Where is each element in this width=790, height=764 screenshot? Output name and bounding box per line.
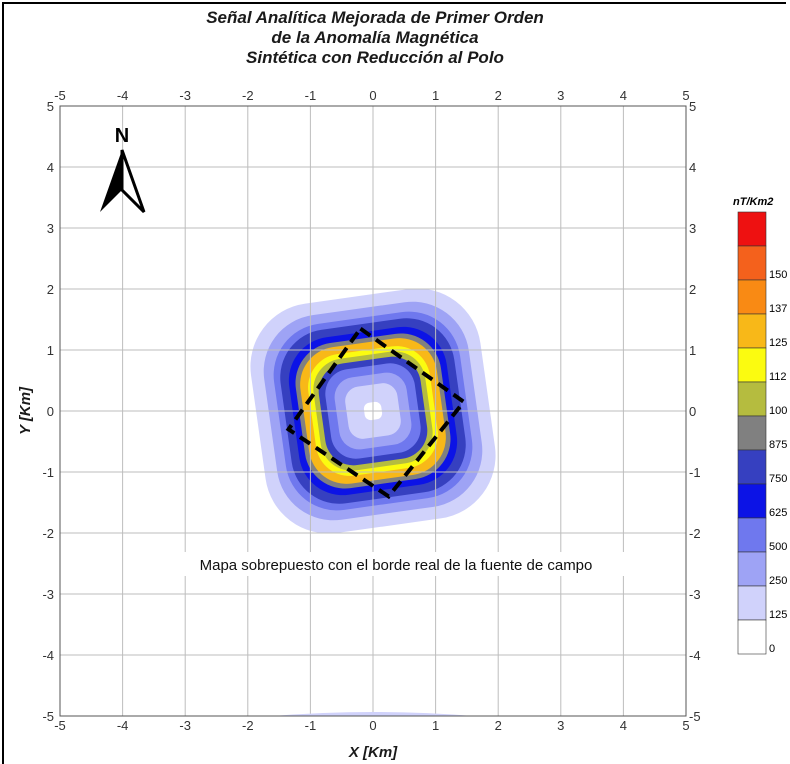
colorbar-label: 100	[769, 405, 787, 417]
colorbar-swatch	[737, 381, 767, 417]
colorbar-label: 0	[769, 643, 775, 655]
x-tick-label-bottom: -2	[242, 718, 254, 733]
plot-border	[59, 105, 687, 717]
x-tick-label-bottom: 5	[682, 718, 689, 733]
colorbar-swatch	[737, 551, 767, 587]
y-tick-label-right: 4	[689, 160, 696, 175]
x-tick-label-top: -1	[305, 88, 317, 103]
y-tick-label-left: -2	[42, 526, 54, 541]
source-boundary-dashed	[285, 325, 467, 500]
y-tick-label-left: -1	[42, 465, 54, 480]
y-tick-label-right: -3	[689, 587, 701, 602]
x-tick-label-top: 4	[620, 88, 627, 103]
x-tick-label-bottom: -3	[179, 718, 191, 733]
x-tick-label-top: 5	[682, 88, 689, 103]
north-arrow-icon: N	[100, 125, 146, 214]
y-tick-label-left: 3	[47, 221, 54, 236]
map-annotation: Mapa sobrepuesto con el borde real de la…	[200, 557, 593, 574]
colorbar-swatch	[737, 279, 767, 315]
colorbar: 150 137 125 112 100 875 750 625 500 250 125 0	[737, 211, 787, 655]
chart-title-line-3: Sintética con Reducción al Polo	[246, 48, 504, 67]
x-tick-label-bottom: -5	[54, 718, 66, 733]
y-tick-label-left: -3	[42, 587, 54, 602]
y-tick-label-right: -1	[689, 465, 701, 480]
y-tick-label-left: 5	[47, 99, 54, 114]
x-tick-label-bottom: 4	[620, 718, 627, 733]
x-tick-label-top: 3	[557, 88, 564, 103]
colorbar-swatch	[737, 347, 767, 383]
colorbar-swatch	[737, 517, 767, 553]
x-tick-label-top: -5	[54, 88, 66, 103]
annotation-background	[144, 552, 648, 576]
x-tick-label-bottom: 2	[495, 718, 502, 733]
x-tick-label-top: -4	[117, 88, 129, 103]
y-tick-label-right: -4	[689, 648, 701, 663]
colorbar-swatch	[737, 415, 767, 451]
y-tick-label-right: 1	[689, 343, 696, 358]
x-tick-label-bottom: 0	[369, 718, 376, 733]
chart-title-line-1: Señal Analítica Mejorada de Primer Orden	[206, 8, 544, 27]
colorbar-swatch	[737, 449, 767, 485]
y-tick-label-right: -2	[689, 526, 701, 541]
colorbar-label: 112	[769, 371, 787, 383]
colorbar-swatch	[737, 313, 767, 349]
colorbar-label: 125	[769, 337, 787, 349]
x-tick-label-top: 2	[495, 88, 502, 103]
y-axis-label: Y [Km]	[17, 386, 34, 435]
y-tick-label-right: 3	[689, 221, 696, 236]
colorbar-swatch	[737, 619, 767, 655]
x-tick-label-bottom: -1	[305, 718, 317, 733]
y-tick-label-right: 2	[689, 282, 696, 297]
colorbar-swatch	[737, 483, 767, 519]
x-tick-label-top: -3	[179, 88, 191, 103]
x-tick-label-bottom: 1	[432, 718, 439, 733]
y-tick-label-left: -5	[42, 709, 54, 724]
x-tick-label-top: -2	[242, 88, 254, 103]
y-tick-label-left: 1	[47, 343, 54, 358]
y-tick-label-left: 2	[47, 282, 54, 297]
north-label: N	[115, 125, 129, 147]
x-axis-label: X [Km]	[348, 744, 398, 761]
bottom-edge-artifact	[272, 712, 474, 716]
y-tick-label-right: -5	[689, 709, 701, 724]
x-tick-label-bottom: 3	[557, 718, 564, 733]
colorbar-label: 875	[769, 439, 787, 451]
y-tick-label-left: 0	[47, 404, 54, 419]
legend-title: nT/Km2	[733, 196, 773, 208]
y-tick-label-left: -4	[42, 648, 54, 663]
x-tick-label-bottom: -4	[117, 718, 129, 733]
y-tick-label-right: 0	[689, 404, 696, 419]
colorbar-label: 137	[769, 303, 787, 315]
colorbar-swatch	[737, 585, 767, 621]
colorbar-label: 150	[769, 269, 787, 281]
colorbar-label: 125	[769, 609, 787, 621]
y-tick-label-left: 4	[47, 160, 54, 175]
colorbar-label: 750	[769, 473, 787, 485]
colorbar-swatch	[737, 211, 767, 247]
colorbar-label: 625	[769, 507, 787, 519]
chart-title-line-2: de la Anomalía Magnética	[271, 28, 479, 47]
y-tick-label-right: 5	[689, 99, 696, 114]
grid-layer	[60, 106, 686, 716]
colorbar-swatch	[737, 245, 767, 281]
colorbar-label: 500	[769, 541, 787, 553]
x-tick-label-top: 1	[432, 88, 439, 103]
x-tick-label-top: 0	[369, 88, 376, 103]
colorbar-label: 250	[769, 575, 787, 587]
